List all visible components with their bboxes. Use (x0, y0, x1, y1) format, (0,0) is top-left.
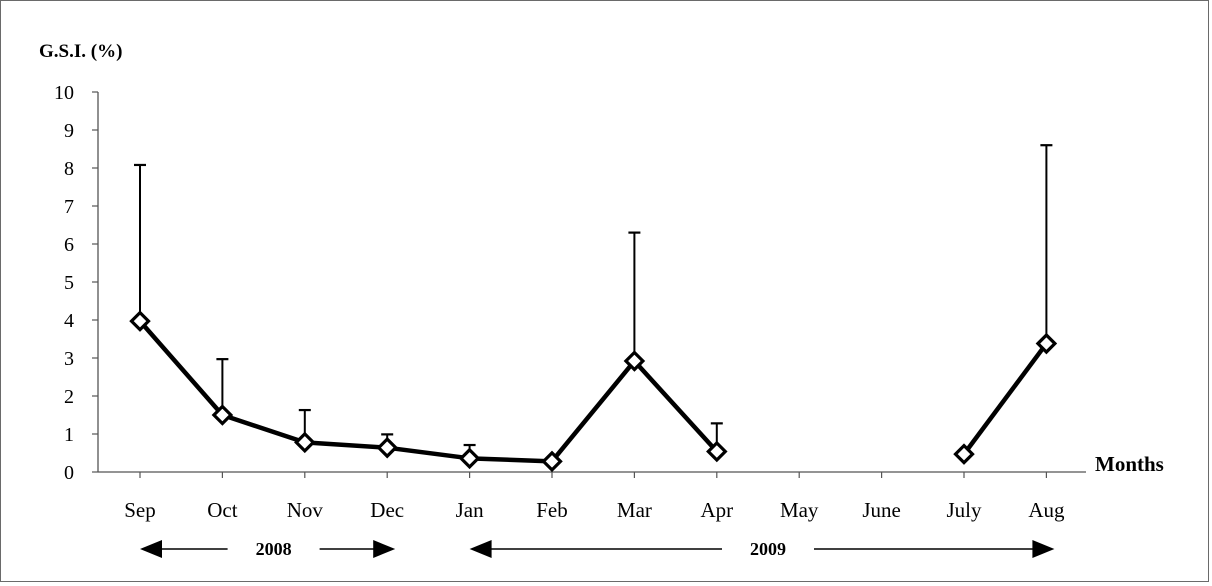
y-tick-label: 0 (64, 462, 74, 484)
year-arrow-head-left (140, 540, 162, 558)
series-line (138, 319, 1049, 464)
x-tick-label: July (946, 498, 982, 522)
x-tick-label: Apr (700, 498, 733, 522)
y-tick-label: 3 (64, 348, 74, 370)
data-point-marker (1035, 332, 1058, 355)
series-line-segment (138, 319, 719, 464)
y-tick-label: 2 (64, 386, 74, 408)
y-tick-label: 9 (64, 120, 74, 142)
data-point-marker (623, 350, 646, 372)
data-markers (129, 310, 1058, 473)
y-tick-label: 10 (54, 82, 74, 104)
y-tick-label: 4 (64, 310, 74, 332)
year-arrow-head-right (1032, 540, 1055, 558)
data-point-marker (294, 431, 316, 454)
data-point-marker (953, 443, 975, 465)
y-axis-label: G.S.I. (%) (39, 41, 122, 62)
y-tick-label: 7 (64, 196, 74, 218)
data-point-marker (129, 310, 151, 332)
year-label: 2009 (750, 539, 786, 559)
data-point-marker (541, 450, 563, 473)
data-point-marker (458, 447, 481, 470)
x-tick-label: June (862, 498, 901, 522)
x-tick-label: May (780, 498, 819, 522)
x-tick-label: Aug (1028, 498, 1065, 522)
y-tick-label: 8 (64, 158, 74, 180)
y-tick-label: 6 (64, 234, 74, 256)
error-bars (134, 144, 1053, 459)
x-tick-label: Dec (370, 498, 404, 522)
x-tick-label: Sep (124, 498, 156, 522)
data-point-marker (376, 436, 398, 459)
year-label: 2008 (256, 539, 292, 559)
x-tick-label: Mar (617, 498, 652, 522)
y-tick-label: 5 (64, 272, 74, 294)
data-point-marker (211, 404, 234, 426)
year-arrow-head-right (373, 540, 396, 558)
series-line-segment (962, 342, 1049, 456)
y-tick-label: 1 (64, 424, 74, 446)
data-point-marker (706, 440, 728, 463)
year-arrow-head-left (469, 540, 492, 558)
x-tick-label: Feb (536, 498, 568, 522)
axes: 0 1 2 3 4 5 6 7 8 9 10 Sep Oct Nov Dec Jan Feb Mar Apr May J… (54, 82, 1086, 522)
x-tick-label: Jan (456, 498, 484, 522)
year-annotations: 2008 2009 (140, 539, 1055, 559)
x-axis-label: Months (1095, 452, 1164, 476)
x-tick-label: Nov (287, 498, 324, 522)
x-tick-label: Oct (207, 498, 237, 522)
